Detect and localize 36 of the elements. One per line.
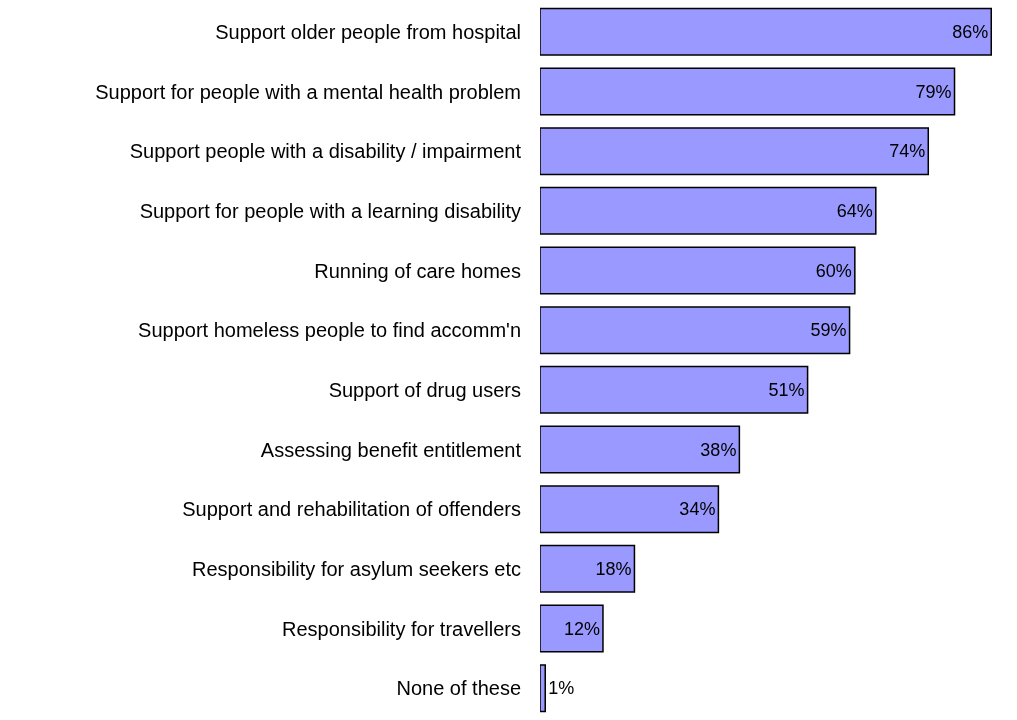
y-tick-label: Support for people with a learning disability <box>139 199 521 222</box>
bar <box>540 365 809 414</box>
y-tick-label: Support of drug users <box>328 378 521 401</box>
y-tick-label: Support homeless people to find accomm'n <box>138 319 521 342</box>
data-label: 59% <box>810 320 847 341</box>
y-tick-label: None of these <box>396 677 521 700</box>
y-tick-label: Running of care homes <box>314 259 521 282</box>
y-tick-label: Support and rehabilitation of offenders <box>182 498 521 521</box>
y-tick-label: Responsibility for travellers <box>282 617 521 640</box>
bar <box>540 425 741 474</box>
bar <box>540 127 930 176</box>
data-label: 51% <box>768 379 805 400</box>
y-tick-label: Support people with a disability / impairment <box>129 140 522 163</box>
bar <box>540 7 992 56</box>
data-label: 34% <box>679 499 716 520</box>
data-label: 86% <box>952 21 989 42</box>
bar <box>540 664 546 713</box>
bar <box>540 67 956 116</box>
data-label: 60% <box>815 260 852 281</box>
bar <box>540 485 720 534</box>
y-tick-label: Responsibility for asylum seekers etc <box>191 557 521 580</box>
data-label: 1% <box>548 678 575 699</box>
bar <box>540 306 851 355</box>
bar <box>540 544 636 593</box>
data-label: 79% <box>915 81 952 102</box>
y-tick-label: Assessing benefit entitlement <box>260 438 522 461</box>
y-tick-label: Support for people with a mental health problem <box>95 80 521 103</box>
bar <box>540 246 856 295</box>
data-label: 64% <box>836 200 873 221</box>
bar <box>540 186 877 235</box>
bar <box>540 604 604 653</box>
y-tick-label: Support older people from hospital <box>215 20 521 43</box>
data-label: 18% <box>595 558 632 579</box>
data-label: 12% <box>563 618 600 639</box>
data-label: 74% <box>889 141 926 162</box>
data-label: 38% <box>700 439 737 460</box>
